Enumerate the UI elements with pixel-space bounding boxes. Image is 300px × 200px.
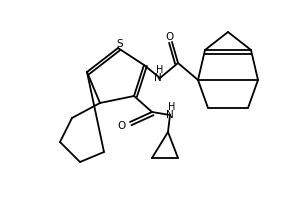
Text: H: H [156, 65, 164, 75]
Text: N: N [154, 73, 162, 83]
Text: O: O [166, 32, 174, 42]
Text: O: O [118, 121, 126, 131]
Text: N: N [166, 110, 174, 120]
Text: H: H [168, 102, 176, 112]
Text: S: S [117, 39, 123, 49]
